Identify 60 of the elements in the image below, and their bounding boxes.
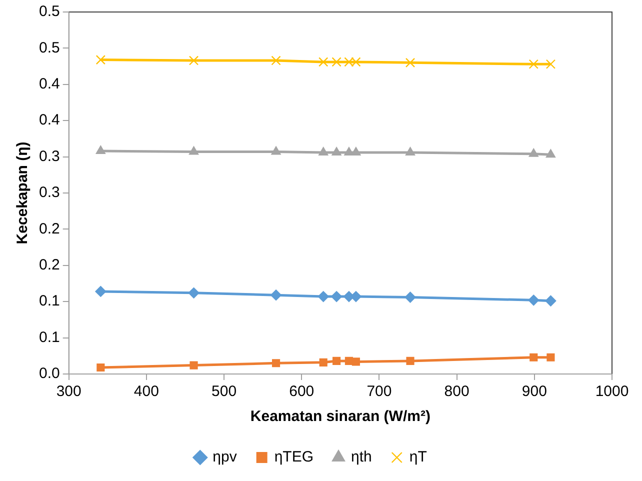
- point: [318, 57, 328, 67]
- legend-label: ηpv: [212, 448, 238, 466]
- point: [272, 359, 280, 368]
- point: [351, 57, 361, 67]
- point: [405, 146, 416, 156]
- legend-label: ηth: [351, 448, 372, 466]
- x-tick-label: 800: [444, 383, 470, 400]
- point: [96, 54, 106, 65]
- y-tick-label: 0.3: [38, 184, 60, 202]
- x-axis-title: Keamatan sinaran (W/m²): [250, 408, 430, 426]
- point: [95, 286, 106, 297]
- point: [96, 363, 105, 372]
- x-tick-label: 300: [56, 383, 82, 400]
- point: [332, 356, 341, 366]
- point: [188, 56, 199, 66]
- point: [528, 294, 540, 306]
- y-tick-label: 0.1: [38, 292, 60, 310]
- y-tick-label: 0.2: [38, 220, 60, 238]
- point: [188, 146, 199, 155]
- point: [332, 146, 342, 156]
- point: [188, 287, 200, 298]
- point: [190, 361, 198, 370]
- legend-label: ηT: [409, 448, 427, 466]
- point: [405, 58, 416, 68]
- x-tick-label: 1000: [595, 383, 629, 400]
- x-tick-label: 600: [289, 383, 314, 400]
- point: [545, 295, 556, 306]
- point: [318, 146, 328, 156]
- point: [546, 59, 556, 69]
- point: [271, 146, 281, 155]
- y-tick-label: 0.5: [38, 39, 60, 56]
- x-tick-label: 400: [134, 383, 159, 400]
- y-axis-title: Kecekapan (η): [14, 142, 32, 244]
- x-tick-label: 900: [522, 383, 547, 400]
- point: [318, 291, 329, 302]
- point: [546, 353, 555, 362]
- point: [406, 356, 414, 366]
- point: [404, 292, 416, 303]
- x-tick-label: 500: [212, 383, 237, 400]
- point: [344, 57, 354, 67]
- point: [530, 353, 538, 362]
- point: [331, 291, 342, 302]
- point: [352, 358, 360, 366]
- point: [270, 290, 282, 301]
- point: [332, 57, 342, 67]
- y-tick-label: 0.2: [38, 256, 60, 274]
- y-tick-label: 0.5: [38, 3, 60, 20]
- x-tick-label: 700: [366, 383, 392, 400]
- legend-label: ηTEG: [274, 448, 314, 466]
- point: [546, 149, 556, 158]
- y-tick-label: 0.1: [38, 328, 60, 346]
- y-tick-label: 0.3: [38, 148, 60, 165]
- point: [319, 358, 328, 366]
- y-tick-label: 0.0: [38, 365, 60, 382]
- point: [271, 56, 281, 66]
- point: [528, 148, 538, 157]
- point: [528, 59, 538, 69]
- point: [96, 146, 106, 154]
- y-tick-label: 0.4: [38, 112, 60, 129]
- y-tick-label: 0.4: [38, 76, 60, 93]
